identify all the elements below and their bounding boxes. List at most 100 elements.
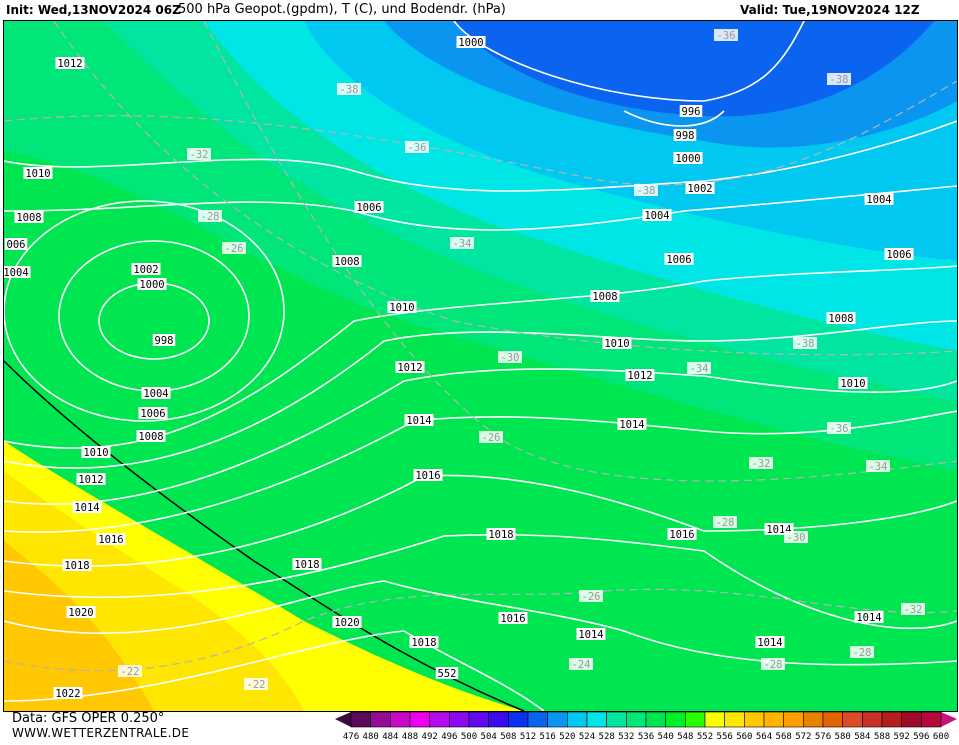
isobar-value: 1000 <box>458 37 483 49</box>
valid-time: Valid: Tue,19NOV2024 12Z <box>740 3 920 17</box>
isobar-value: 1012 <box>627 370 652 382</box>
temperature-label: -30 <box>784 531 808 544</box>
temperature-value: -28 <box>716 517 735 529</box>
isobar-value: 1008 <box>592 291 617 303</box>
colorbar-swatch <box>842 711 863 728</box>
isobar-label: 1010 <box>81 446 111 459</box>
temperature-label: -38 <box>793 337 817 350</box>
map-labels: 1000 996 998 1000 1002 1004 1004 1006 1006 1006 10… <box>4 29 925 700</box>
weather-map: 1000 996 998 1000 1002 1004 1004 1006 1006 1006 10… <box>3 20 958 712</box>
isobar-value: 1006 <box>356 202 381 214</box>
temperature-value: -28 <box>201 211 220 223</box>
temperature-label: -32 <box>749 457 773 470</box>
isobar-value: 1014 <box>757 637 782 649</box>
colorbar-swatch <box>921 711 942 728</box>
temperature-label: -24 <box>569 658 593 671</box>
temperature-label: -38 <box>634 184 658 197</box>
isobar-value: 1010 <box>83 447 108 459</box>
temperature-label: -28 <box>761 658 785 671</box>
isobar-label: 1008 <box>826 312 856 325</box>
colorbar-label: 592 <box>894 732 910 741</box>
temperature-label: -28 <box>850 646 874 659</box>
colorbar-swatch <box>744 711 765 728</box>
temperature-label: -36 <box>827 422 851 435</box>
temperature-value: -22 <box>121 666 140 678</box>
isobar-value: 1000 <box>139 279 164 291</box>
colorbar-swatch <box>626 711 647 728</box>
temperature-value: -22 <box>247 679 266 691</box>
isobar-value: 1018 <box>488 529 513 541</box>
isobar-value: 1004 <box>143 388 168 400</box>
isobar-value: 1000 <box>675 153 700 165</box>
temperature-value: -38 <box>637 185 656 197</box>
colorbar-swatch <box>468 711 489 728</box>
isobar-value: 1018 <box>64 560 89 572</box>
isobar-label: 1008 <box>14 211 44 224</box>
colorbar-label: 560 <box>736 732 752 741</box>
temperature-value: -32 <box>190 149 209 161</box>
isobar-label: 1018 <box>486 528 516 541</box>
colorbar-swatch <box>409 711 430 728</box>
isobar-value: 1010 <box>604 338 629 350</box>
isobar-value: 998 <box>155 335 174 347</box>
isobar-value: 552 <box>438 668 457 680</box>
temperature-value: -30 <box>787 532 806 544</box>
colorbar-swatch <box>606 711 627 728</box>
isobar-label: 1006 <box>664 253 694 266</box>
map-canvas: 1000 996 998 1000 1002 1004 1004 1006 1006 1006 10… <box>4 21 957 711</box>
colorbar-label: 532 <box>618 732 634 741</box>
isobar-label: 1000 <box>137 278 167 291</box>
website: WWW.WETTERZENTRALE.DE <box>12 726 190 740</box>
isobar-value: 1004 <box>866 194 891 206</box>
isobar-label: 1006 <box>884 248 914 261</box>
isobar-label: 1020 <box>66 606 96 619</box>
temperature-label: -22 <box>118 665 142 678</box>
isobar-value: 1014 <box>406 415 431 427</box>
colorbar-label: 572 <box>795 732 811 741</box>
isobar-label: 1004 <box>642 209 672 222</box>
isobar-label: 1000 <box>673 152 703 165</box>
isobar-label: 1014 <box>617 418 647 431</box>
isobar-label: 1014 <box>755 636 785 649</box>
isobar-value: 1014 <box>619 419 644 431</box>
isobar-value: 1018 <box>411 637 436 649</box>
colorbar-label: 516 <box>540 732 556 741</box>
colorbar-swatch <box>488 711 509 728</box>
isobar-label: 1016 <box>667 528 697 541</box>
temperature-value: -32 <box>752 458 771 470</box>
isobar-label: 1020 <box>332 616 362 629</box>
isobar-label: 1014 <box>576 628 606 641</box>
isobar-value: 996 <box>682 106 701 118</box>
temperature-value: -28 <box>853 647 872 659</box>
isobar-value: 1012 <box>57 58 82 70</box>
isobar-label: 1008 <box>136 430 166 443</box>
isobar-label: 1002 <box>131 263 161 276</box>
isobar-value: 1006 <box>140 408 165 420</box>
colorbar-swatch <box>724 711 745 728</box>
isobar-label: 1012 <box>55 57 85 70</box>
isobar-label: 1014 <box>72 501 102 514</box>
isobar-label: 1018 <box>62 559 92 572</box>
colorbar-label: 492 <box>422 732 438 741</box>
isobar-label: 1008 <box>332 255 362 268</box>
isobar-value: 1008 <box>138 431 163 443</box>
map-title: 500 hPa Geopot.(gpdm), T (C), und Bodend… <box>178 2 506 17</box>
isobar-value: 998 <box>676 130 695 142</box>
temperature-label: -30 <box>498 351 522 364</box>
isobar-label: 1010 <box>602 337 632 350</box>
isobar-label: 1012 <box>395 361 425 374</box>
colorbar-label: 576 <box>815 732 831 741</box>
isobar-label: 1018 <box>292 558 322 571</box>
colorbar-label: 548 <box>677 732 693 741</box>
isobar-value: 1008 <box>334 256 359 268</box>
colorbar-label: 480 <box>363 732 379 741</box>
temperature-label: -34 <box>450 237 474 250</box>
isobar-value: 1014 <box>578 629 603 641</box>
isobar-label: 1016 <box>96 533 126 546</box>
temperature-value: -36 <box>717 30 736 42</box>
temperature-label: -36 <box>405 141 429 154</box>
temperature-label: -26 <box>479 431 503 444</box>
isobar-value: 1010 <box>389 302 414 314</box>
colorbar-label: 596 <box>913 732 929 741</box>
colorbar-swatch <box>508 711 529 728</box>
